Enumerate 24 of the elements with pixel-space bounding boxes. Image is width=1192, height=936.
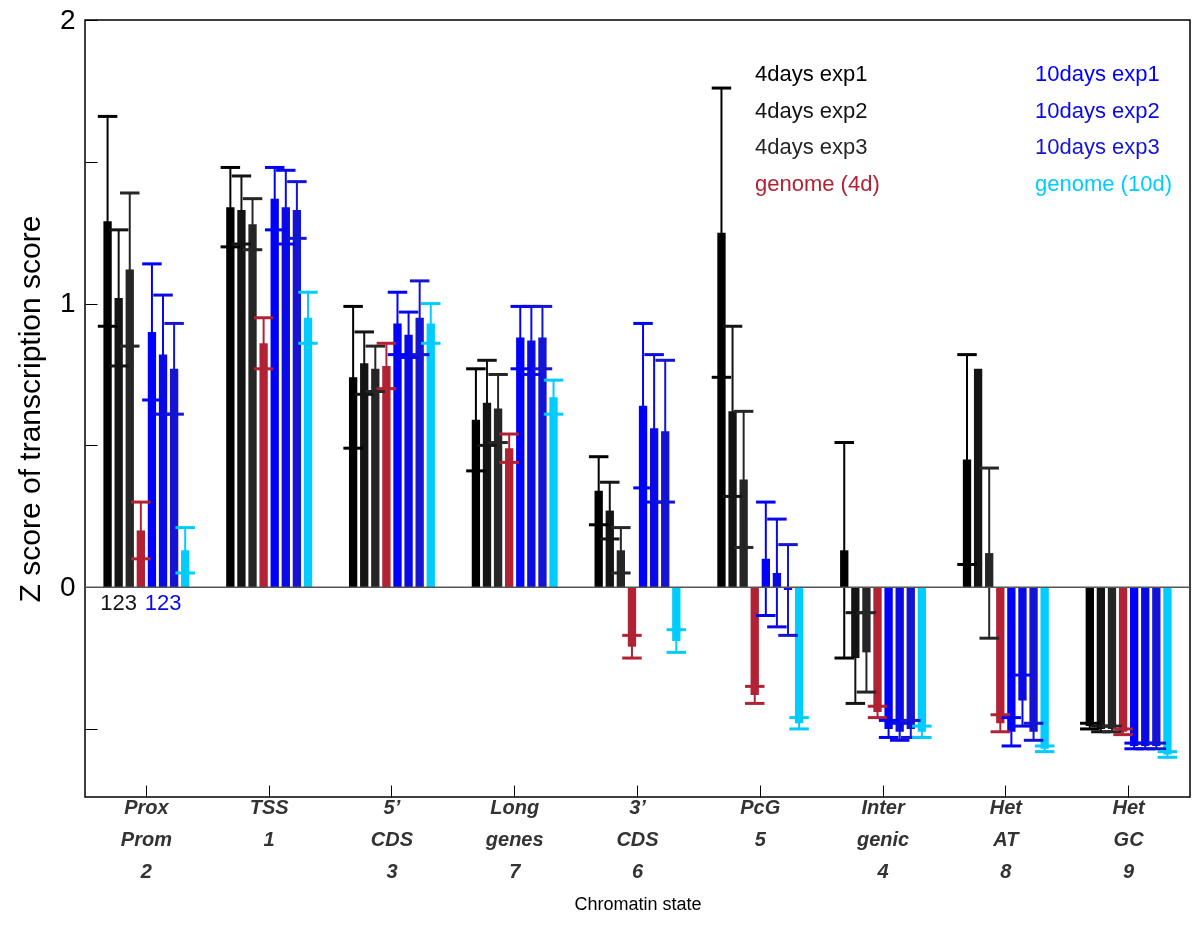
text: 4days exp1 (755, 61, 868, 86)
y-tick-label: 2 (59, 3, 76, 35)
x-tick-label: Het AT 8 (989, 795, 1024, 882)
x-tick-label: Het GC 9 (1112, 795, 1147, 882)
x-tick-label: TSS 1 (249, 795, 290, 850)
text: genome (10d) (1035, 170, 1172, 196)
x-tick-label: Inter genic 4 (855, 795, 910, 882)
text: 10days exp1 (1035, 61, 1160, 86)
x-tick-label: 5’ CDS 3 (370, 795, 414, 882)
y-tick-label: 1 (59, 287, 76, 319)
x-tick-label: Long genes 7 (484, 795, 544, 882)
y-axis-title: Z score of transcription score (12, 215, 46, 603)
x-tick-label: PcG 5 (740, 795, 781, 850)
text: genome (4d) (755, 170, 880, 196)
x-tick-label: Prox Prom 2 (120, 795, 172, 882)
text: 10days exp2 (1035, 97, 1160, 123)
text: 10days exp3 (1035, 134, 1160, 159)
text: 4days exp3 (755, 134, 868, 159)
annotation: 123 (100, 590, 138, 616)
x-axis-title: Chromatin state (574, 893, 702, 914)
y-tick-label: 0 (59, 570, 76, 602)
x-tick-label: 3’ CDS 6 (616, 795, 660, 882)
text: 4days exp2 (755, 97, 868, 123)
annotation: 123 (144, 590, 182, 616)
